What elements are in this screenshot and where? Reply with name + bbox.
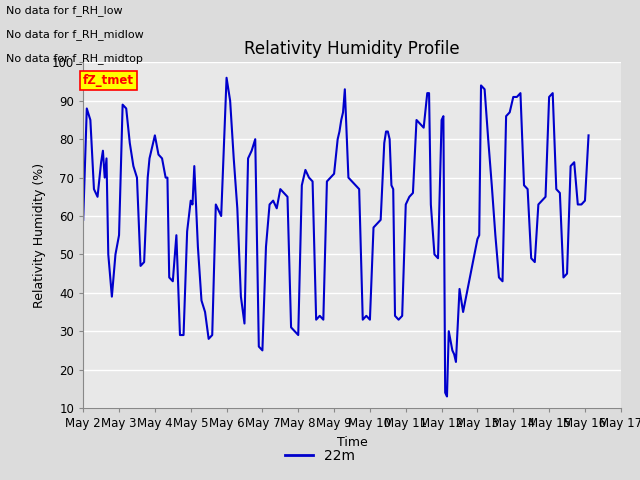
Text: fZ_tmet: fZ_tmet bbox=[83, 74, 134, 87]
Title: Relativity Humidity Profile: Relativity Humidity Profile bbox=[244, 40, 460, 58]
Text: No data for f_RH_midtop: No data for f_RH_midtop bbox=[6, 53, 143, 64]
Y-axis label: Relativity Humidity (%): Relativity Humidity (%) bbox=[33, 163, 46, 308]
Text: No data for f_RH_low: No data for f_RH_low bbox=[6, 5, 123, 16]
Legend: 22m: 22m bbox=[280, 443, 360, 468]
Text: No data for f_RH_midlow: No data for f_RH_midlow bbox=[6, 29, 144, 40]
X-axis label: Time: Time bbox=[337, 435, 367, 449]
